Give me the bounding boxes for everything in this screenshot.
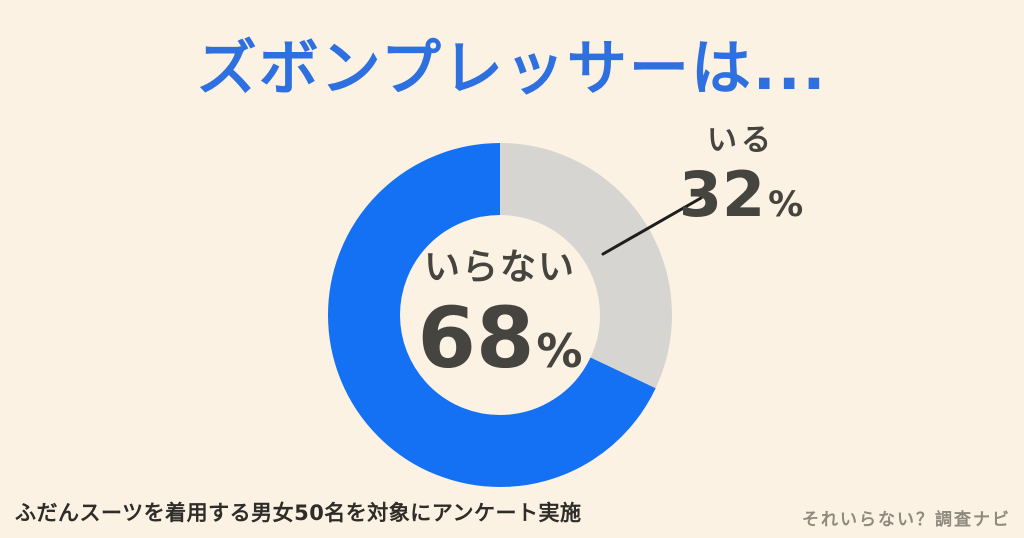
center-slice-value: 68 bbox=[417, 289, 535, 387]
site-watermark: それいらない？調査ナビ bbox=[802, 510, 1011, 530]
callout-slice-label: いる bbox=[707, 123, 775, 158]
callout-slice-value: 32 bbox=[678, 158, 766, 231]
center-slice-label: いらない bbox=[423, 247, 576, 288]
survey-note: ふだんスーツを着用する男女50名を対象にアンケート実施 bbox=[15, 501, 582, 525]
center-slice-unit: % bbox=[536, 324, 583, 378]
donut-center-label: いらない 68 % bbox=[400, 213, 600, 417]
callout-slice-unit: % bbox=[768, 185, 804, 225]
donut-segment-iranai bbox=[328, 143, 672, 487]
center-slice-value-row: 68 % bbox=[418, 296, 583, 380]
page-title: ズボンプレッサーは... bbox=[196, 34, 828, 104]
donut-chart bbox=[328, 143, 672, 487]
callout-slice-value-row: 32 % bbox=[676, 164, 806, 226]
donut-chart-svg bbox=[328, 143, 672, 487]
callout-iru: いる 32 % bbox=[676, 126, 806, 226]
